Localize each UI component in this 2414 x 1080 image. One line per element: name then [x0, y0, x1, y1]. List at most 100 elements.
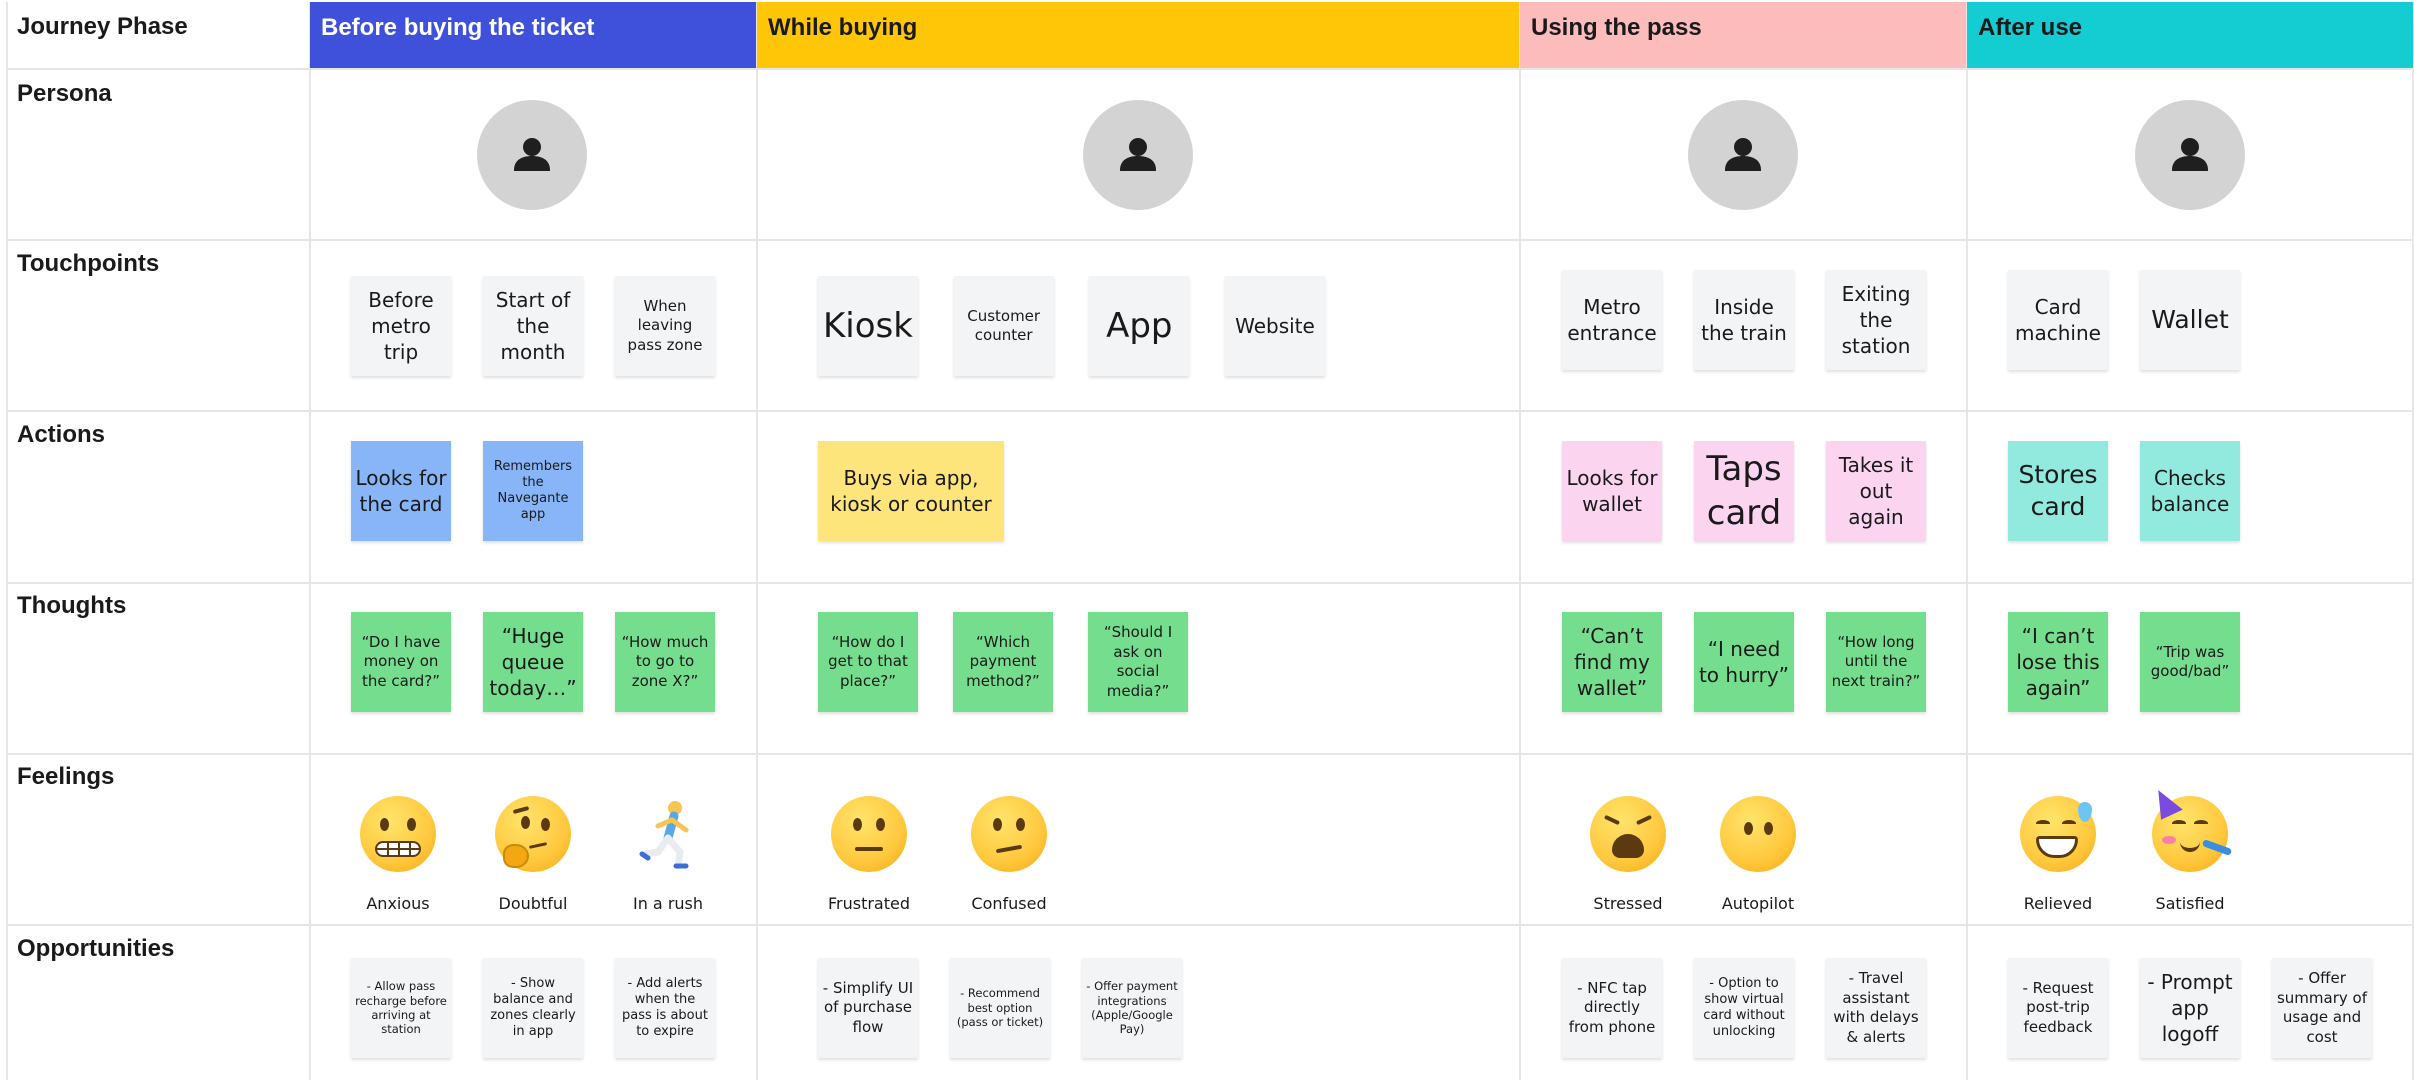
row-label-journey-phase: Journey Phase: [17, 13, 188, 40]
thought-note[interactable]: “Huge queue today…”: [483, 612, 583, 712]
column-divider: [1519, 2, 1521, 1080]
touchpoint-note[interactable]: Website: [1224, 276, 1325, 376]
action-note[interactable]: Buys via app, kiosk or counter: [818, 441, 1004, 541]
opportunity-note[interactable]: - Offer summary of usage and cost: [2272, 958, 2372, 1058]
feeling-label: Frustrated: [827, 893, 911, 913]
row-label-thoughts: Thoughts: [17, 592, 127, 619]
partying-face-icon: [2149, 783, 2233, 872]
row-label-feelings: Feelings: [17, 763, 115, 790]
touchpoint-note[interactable]: Wallet: [2140, 270, 2240, 370]
face-without-mouth-icon: [1720, 795, 1796, 872]
action-note[interactable]: Stores card: [2008, 441, 2108, 541]
thoughts-while: “How do I get to that place?” “Which pay…: [818, 612, 1188, 712]
opportunity-note[interactable]: - Recommend best option (pass or ticket): [950, 958, 1050, 1058]
row-label-opportunities: Opportunities: [17, 935, 175, 962]
touchpoint-note[interactable]: App: [1089, 276, 1190, 376]
feeling-item: Stressed: [1568, 795, 1688, 913]
touchpoint-note[interactable]: Exiting the station: [1826, 270, 1926, 370]
column-divider: [1966, 2, 1968, 1080]
persona-avatar: [1083, 100, 1193, 210]
actions-after: Stores card Checks balance: [2008, 441, 2240, 541]
opportunity-note[interactable]: - Simplify UI of purchase flow: [818, 958, 918, 1058]
feelings-before: Anxious Doubtful In a rush: [338, 794, 728, 914]
running-person-icon: [639, 800, 689, 869]
action-note[interactable]: Takes it out again: [1826, 441, 1926, 541]
touchpoints-using: Metro entrance Inside the train Exiting …: [1562, 270, 1926, 370]
confused-face-icon: [971, 795, 1047, 872]
opportunity-note[interactable]: - Show balance and zones clearly in app: [483, 958, 583, 1058]
opportunity-note[interactable]: - Prompt app logoff: [2140, 958, 2240, 1058]
touchpoint-note[interactable]: Start of the month: [483, 276, 583, 376]
actions-while: Buys via app, kiosk or counter: [818, 441, 1004, 541]
touchpoint-note[interactable]: When leaving pass zone: [615, 276, 715, 376]
opportunities-while: - Simplify UI of purchase flow - Recomme…: [818, 958, 1182, 1058]
row-label-persona: Persona: [17, 80, 112, 107]
thoughts-after: “I can’t lose this again” “Trip was good…: [2008, 612, 2240, 712]
action-note[interactable]: Looks for the card: [351, 441, 451, 541]
touchpoints-after: Card machine Wallet: [2008, 270, 2240, 370]
actions-before: Looks for the card Remembers the Navegan…: [351, 441, 583, 541]
thought-note[interactable]: “I need to hurry”: [1694, 612, 1794, 712]
thought-note[interactable]: “Do I have money on the card?”: [351, 612, 451, 712]
feeling-item: Relieved: [1998, 795, 2118, 913]
thought-note[interactable]: “Should I ask on social media?”: [1088, 612, 1188, 712]
touchpoint-note[interactable]: Kiosk: [818, 276, 918, 376]
phase-header-using: Using the pass: [1520, 2, 1966, 68]
opportunity-note[interactable]: - Offer payment integrations (Apple/Goog…: [1082, 958, 1182, 1058]
feeling-label: Anxious: [366, 893, 430, 913]
row-label-actions: Actions: [17, 421, 106, 448]
neutral-face-icon: [831, 795, 907, 872]
feeling-label: In a rush: [632, 893, 704, 913]
column-divider: [2412, 2, 2414, 1080]
thought-note[interactable]: “How do I get to that place?”: [818, 612, 918, 712]
feelings-while: Frustrated Confused: [809, 794, 1069, 914]
opportunity-note[interactable]: - Add alerts when the pass is about to e…: [615, 958, 715, 1058]
feeling-label: Relieved: [2023, 893, 2093, 913]
thought-note[interactable]: “I can’t lose this again”: [2008, 612, 2108, 712]
opportunities-after: - Request post-trip feedback - Prompt ap…: [2008, 958, 2372, 1058]
touchpoint-note[interactable]: Card machine: [2008, 270, 2108, 370]
phase-header-after: After use: [1967, 2, 2413, 68]
opportunity-note[interactable]: - Travel assistant with delays & alerts: [1826, 958, 1926, 1058]
feeling-item: Autopilot: [1698, 795, 1818, 913]
column-divider: [309, 2, 311, 1080]
thought-note[interactable]: “Trip was good/bad”: [2140, 612, 2240, 712]
row-label-touchpoints: Touchpoints: [17, 250, 160, 277]
feeling-label: Stressed: [1593, 893, 1663, 913]
feeling-label: Autopilot: [1721, 893, 1795, 913]
thought-note[interactable]: “Which payment method?”: [953, 612, 1053, 712]
thought-note[interactable]: “Can’t find my wallet”: [1562, 612, 1662, 712]
opportunity-note[interactable]: - Option to show virtual card without un…: [1694, 958, 1794, 1058]
touchpoint-note[interactable]: Customer counter: [953, 276, 1054, 376]
feeling-label: Confused: [971, 893, 1047, 913]
feeling-item: Frustrated: [809, 795, 929, 913]
row-divider: [6, 239, 2414, 241]
feeling-item: Doubtful: [473, 795, 593, 913]
feelings-after: Relieved Satisfied: [1998, 783, 2250, 914]
thought-note[interactable]: “How much to go to zone X?”: [615, 612, 715, 712]
opportunity-note[interactable]: - NFC tap directly from phone: [1562, 958, 1662, 1058]
grimacing-face-icon: [360, 795, 436, 872]
persona-avatar: [1688, 100, 1798, 210]
column-divider: [6, 2, 8, 1080]
touchpoint-note[interactable]: Metro entrance: [1562, 270, 1662, 370]
thought-note[interactable]: “How long until the next train?”: [1826, 612, 1926, 712]
action-note[interactable]: Looks for wallet: [1562, 441, 1662, 541]
grinning-face-with-sweat-icon: [2020, 795, 2096, 872]
touchpoint-note[interactable]: Before metro trip: [351, 276, 451, 376]
feeling-item: Satisfied: [2130, 783, 2250, 913]
action-note[interactable]: Checks balance: [2140, 441, 2240, 541]
feeling-item: Confused: [949, 795, 1069, 913]
feelings-using: Stressed Autopilot: [1568, 794, 1818, 914]
row-divider: [6, 582, 2414, 584]
opportunity-note[interactable]: - Request post-trip feedback: [2008, 958, 2108, 1058]
action-note[interactable]: Taps card: [1694, 441, 1794, 541]
phase-header-before: Before buying the ticket: [310, 2, 756, 68]
thoughts-before: “Do I have money on the card?” “Huge que…: [351, 612, 715, 712]
touchpoint-note[interactable]: Inside the train: [1694, 270, 1794, 370]
feeling-item: In a rush: [608, 796, 728, 913]
action-note[interactable]: Remembers the Navegante app: [483, 441, 583, 541]
person-icon: [1725, 138, 1761, 171]
opportunity-note[interactable]: - Allow pass recharge before arriving at…: [351, 958, 451, 1058]
